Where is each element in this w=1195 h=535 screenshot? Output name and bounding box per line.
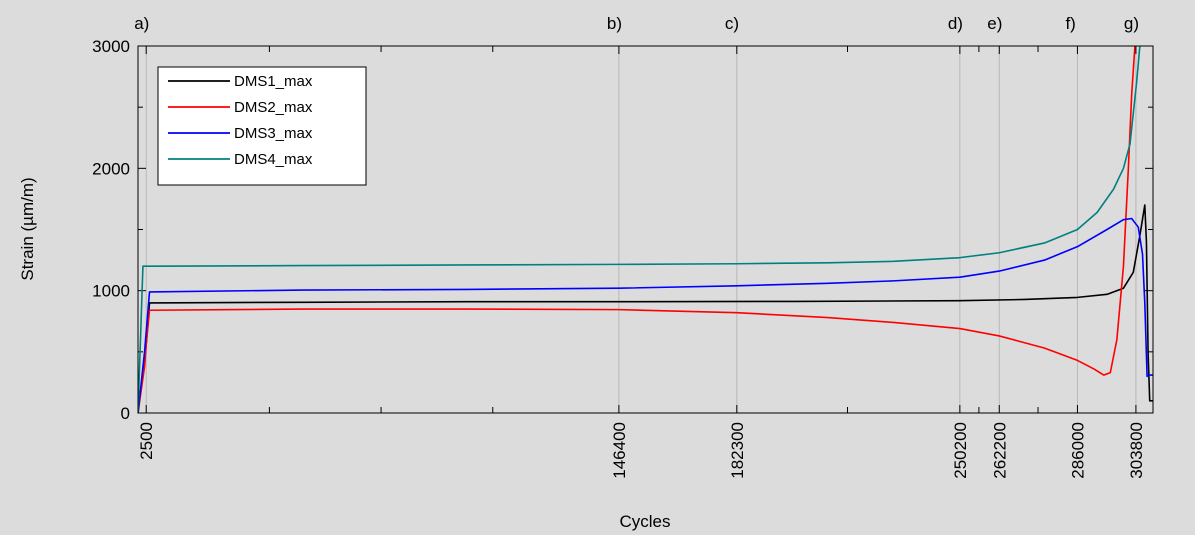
legend-box [157, 66, 367, 186]
phase-label-3: d) [948, 14, 963, 33]
series-line-dms1-max [138, 204, 1153, 413]
phase-label-5: f) [1065, 14, 1075, 33]
y-axis-title: Strain (µm/m) [18, 177, 37, 280]
phase-label-4: e) [987, 14, 1002, 33]
y-tick-label-1: 1000 [92, 282, 130, 301]
series-line-dms2-max [138, 46, 1136, 413]
phase-label-6: g) [1124, 14, 1139, 33]
plot-frame [137, 45, 1154, 414]
series-layer [138, 46, 1153, 413]
y-tick-label-3: 3000 [92, 37, 130, 56]
x-tick-label-2: 182300 [728, 422, 747, 479]
x-tick-label-4: 262200 [990, 422, 1009, 479]
x-tick-label-5: 286000 [1068, 422, 1087, 479]
y-tick-label-0: 0 [121, 404, 130, 423]
x-ticks: 2500 146400 182300 250200 262200 286000 303800 [137, 46, 1146, 479]
x-tick-label-3: 250200 [951, 422, 970, 479]
legend: DMS1_max DMS2_max DMS3_max DMS4_max [157, 66, 367, 186]
series-line-dms3-max [138, 217, 1153, 413]
legend-label-1: DMS2_max [234, 99, 313, 116]
phase-label-1: b) [607, 14, 622, 33]
phase-label-0: a) [134, 14, 149, 33]
x-tick-label-1: 146400 [610, 422, 629, 479]
x-tick-label-0: 2500 [137, 422, 156, 460]
phase-label-2: c) [725, 14, 739, 33]
series-line-dms4-max [138, 46, 1141, 413]
y-tick-label-2: 2000 [92, 159, 130, 178]
x-axis-title: Cycles [619, 512, 670, 531]
legend-label-2: DMS3_max [234, 125, 313, 142]
legend-label-3: DMS4_max [234, 151, 313, 168]
legend-label-0: DMS1_max [234, 73, 313, 90]
x-tick-label-6: 303800 [1127, 422, 1146, 479]
